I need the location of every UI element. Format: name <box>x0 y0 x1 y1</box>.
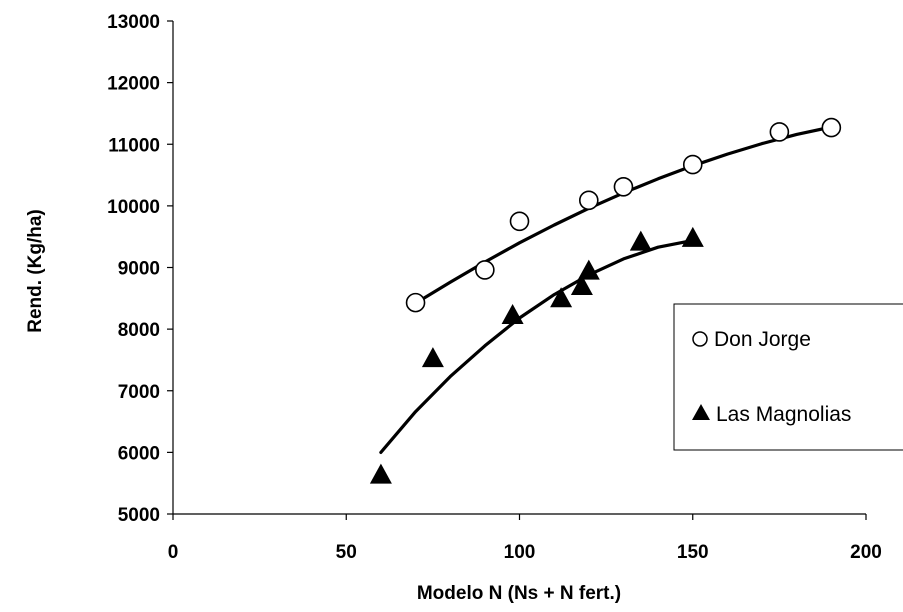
axes: 5000 6000 7000 8000 9000 10000 11000 12000 13000… <box>107 12 882 563</box>
data-point-don-jorge <box>821 117 842 138</box>
legend-box <box>673 303 903 451</box>
y-tick-label: 13000 <box>107 12 160 33</box>
legend-marker-open-circle <box>692 331 708 347</box>
data-point-las-magnolias <box>681 226 704 247</box>
data-point-don-jorge <box>475 260 495 280</box>
data-point-don-jorge <box>578 190 599 211</box>
x-tick-label: 0 <box>168 542 179 563</box>
legend: Don Jorge Las Magnolias <box>673 303 903 451</box>
data-point-las-magnolias <box>570 275 593 295</box>
data-point-don-jorge <box>509 211 530 232</box>
legend-marker-filled-triangle <box>692 404 710 420</box>
x-tick-label: 150 <box>677 542 709 563</box>
data-point-don-jorge <box>682 154 703 175</box>
data-point-las-magnolias <box>369 463 392 484</box>
data-point-las-magnolias <box>501 304 524 324</box>
data-point-las-magnolias <box>577 259 600 280</box>
data-point-don-jorge <box>405 292 426 313</box>
x-tick-label: 100 <box>504 542 536 563</box>
y-tick-label: 12000 <box>107 74 160 95</box>
data-point-las-magnolias <box>421 347 444 368</box>
data-point-don-jorge <box>613 176 634 197</box>
y-tick-label: 10000 <box>107 197 160 218</box>
y-axis-title: Rend. (Kg/ha) <box>25 209 46 333</box>
y-tick-label: 6000 <box>118 443 160 464</box>
trend-line-las-magnolias <box>379 238 695 454</box>
x-tick-label: 50 <box>336 542 357 563</box>
data-point-don-jorge <box>769 122 790 142</box>
legend-label-don-jorge: Don Jorge <box>714 328 811 351</box>
x-tick-label: 200 <box>850 542 882 563</box>
y-tick-label: 8000 <box>118 320 160 341</box>
data-points <box>369 117 842 484</box>
legend-label-las-magnolias: Las Magnolias <box>716 403 851 426</box>
y-tick-label: 5000 <box>118 505 160 526</box>
y-tick-label: 9000 <box>118 259 160 280</box>
x-axis-title: Modelo N (Ns + N fert.) <box>417 583 621 604</box>
y-tick-label: 11000 <box>108 135 160 156</box>
data-point-las-magnolias <box>550 287 573 308</box>
data-point-las-magnolias <box>629 230 652 251</box>
y-tick-label: 7000 <box>118 382 160 403</box>
